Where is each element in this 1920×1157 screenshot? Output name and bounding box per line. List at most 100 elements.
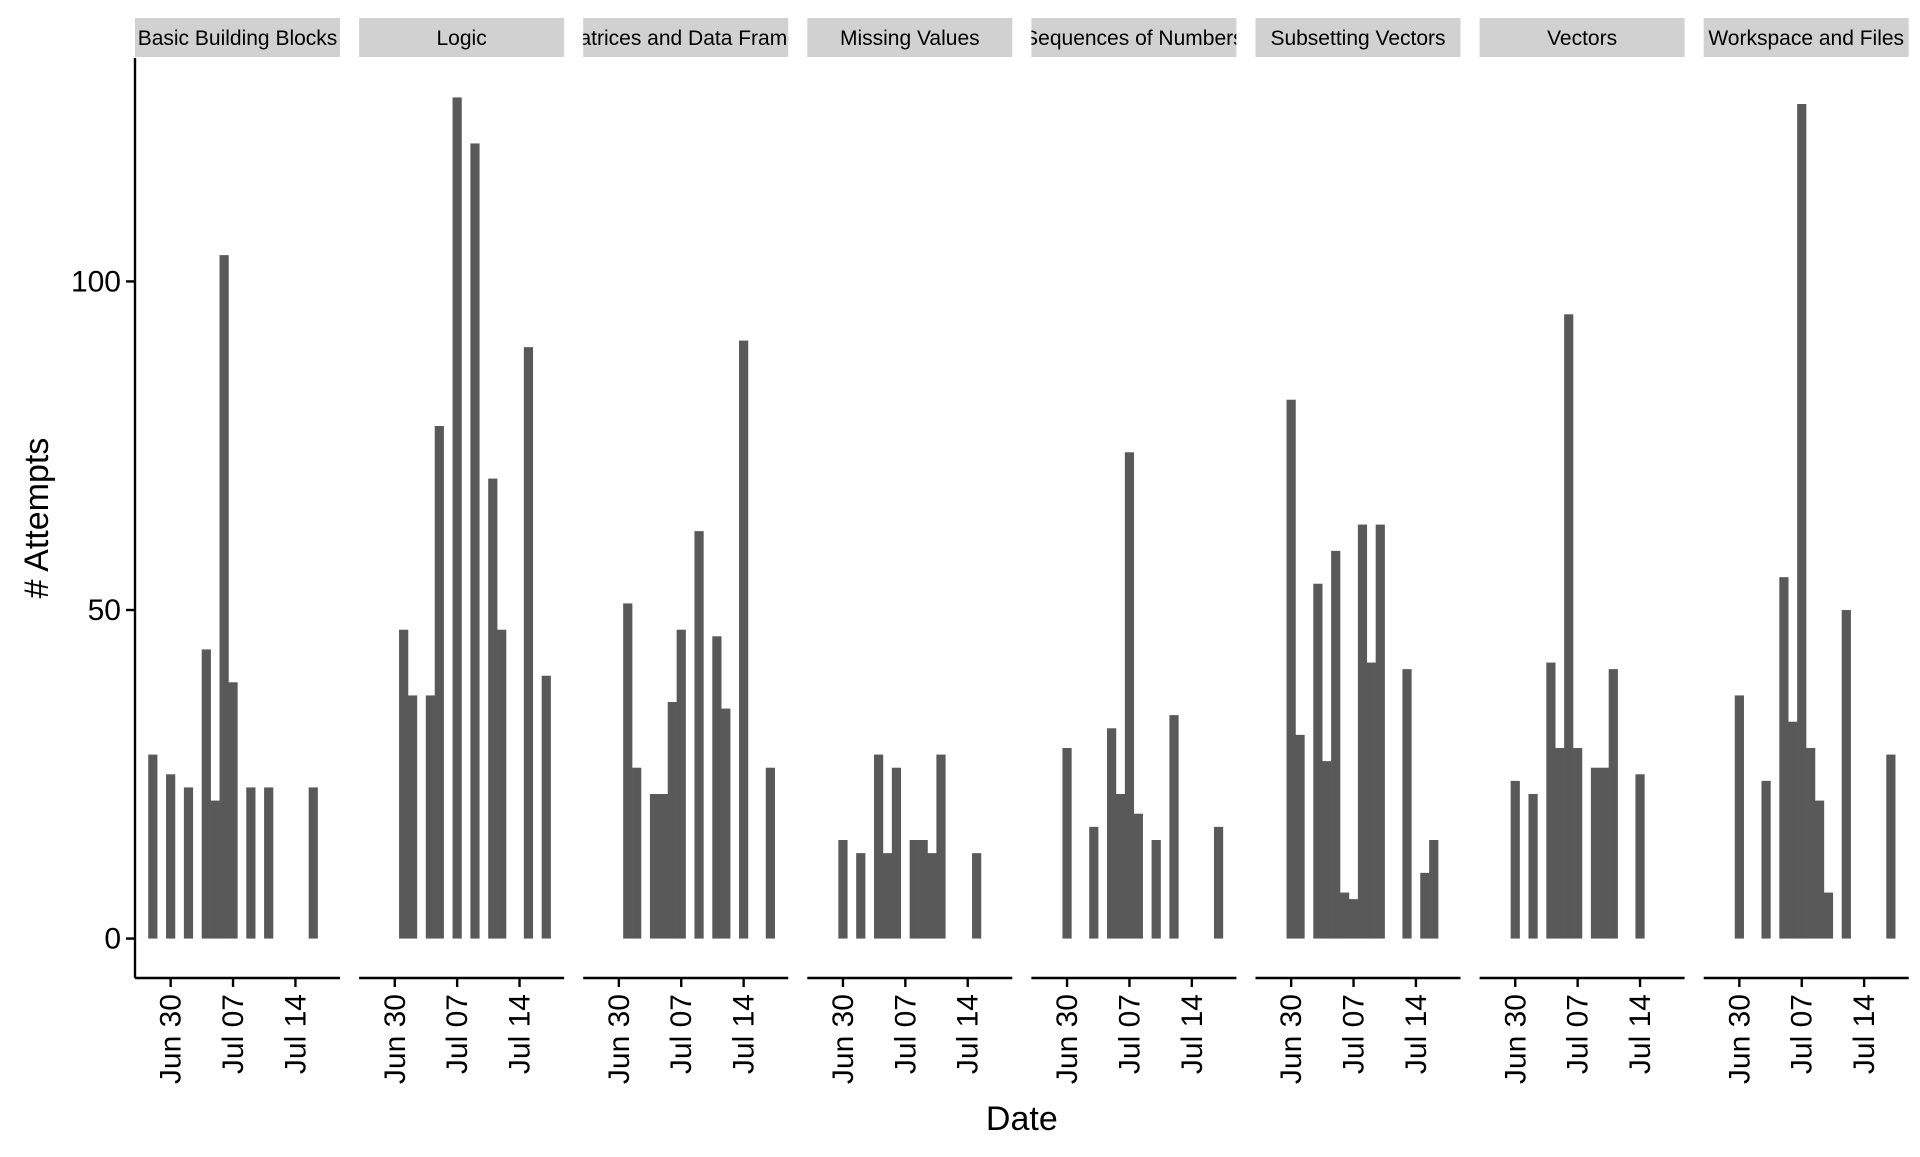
bar (856, 853, 866, 939)
bar (1322, 761, 1332, 939)
bar (891, 767, 902, 939)
bar (1420, 872, 1430, 939)
x-tick-label: Jun 30 (1723, 994, 1756, 1084)
bar (1213, 826, 1224, 939)
facet-strip (1031, 18, 1237, 57)
bar (972, 853, 982, 939)
facet-strip (807, 18, 1013, 57)
bar (219, 255, 229, 939)
x-tick-label: Jul 14 (279, 994, 312, 1074)
bar (927, 853, 937, 939)
bar (1331, 550, 1341, 939)
x-tick-label: Jul 07 (1786, 994, 1819, 1074)
x-tick-label: Jun 30 (1499, 994, 1532, 1084)
bar (541, 675, 551, 939)
bar (1366, 662, 1376, 939)
bar (739, 340, 749, 939)
x-tick-label: Jul 14 (952, 994, 985, 1074)
facet-strip (1479, 18, 1685, 57)
bar (1734, 695, 1744, 939)
bar (1599, 767, 1609, 939)
bar (1510, 780, 1520, 939)
facet-strip-label: Basic Building Blocks (138, 27, 338, 50)
bar (1348, 899, 1359, 939)
bar (1402, 669, 1412, 939)
x-tick-label: Jun 30 (155, 994, 188, 1084)
bar (1546, 662, 1556, 939)
bar (1375, 524, 1385, 939)
facet-strip (583, 18, 789, 57)
bar (148, 754, 158, 939)
y-tick-label: 100 (71, 265, 121, 298)
facet-strip-label: Logic (436, 27, 486, 50)
x-tick-label: Jul 14 (1176, 994, 1209, 1074)
bar (1357, 524, 1368, 939)
x-tick-label: Jul 14 (1400, 994, 1433, 1074)
bar (623, 603, 633, 939)
bar (1814, 800, 1825, 939)
bar (1340, 892, 1350, 939)
bar (874, 754, 884, 939)
x-tick-label: Jun 30 (603, 994, 636, 1084)
bar (632, 767, 642, 939)
bar (434, 426, 444, 939)
bar (1761, 780, 1771, 939)
bar (166, 774, 176, 939)
bar (1062, 748, 1072, 939)
bar (1429, 840, 1439, 939)
bar (264, 787, 274, 939)
bar (882, 853, 893, 939)
bar (1806, 748, 1816, 939)
bar (228, 682, 238, 939)
x-tick-label: Jul 07 (217, 994, 250, 1074)
y-tick-label: 50 (88, 594, 121, 627)
bar (399, 629, 409, 939)
bar (1590, 767, 1601, 939)
bar (1608, 669, 1618, 939)
x-tick-label: Jul 14 (1848, 994, 1881, 1074)
bar (210, 800, 220, 939)
bar (676, 629, 686, 939)
facet-strip-label: Sequences of Numbers (1024, 27, 1243, 50)
x-tick-label: Jul 07 (1113, 994, 1146, 1074)
bar (1564, 314, 1574, 939)
x-axis-title: Date (986, 1100, 1058, 1138)
bar (1555, 748, 1565, 939)
x-tick-label: Jul 07 (1338, 994, 1371, 1074)
bar (425, 695, 436, 939)
facet-strip (1703, 18, 1909, 57)
bar (1779, 577, 1789, 939)
bar (246, 787, 256, 939)
bar (1115, 794, 1126, 939)
bar (1124, 452, 1135, 939)
bar (1635, 774, 1645, 939)
bar (694, 531, 704, 939)
bar (1797, 104, 1807, 939)
x-tick-label: Jul 07 (441, 994, 474, 1074)
bar (1841, 610, 1851, 939)
bar (470, 143, 480, 939)
bar (721, 708, 731, 939)
bar (936, 754, 946, 939)
x-tick-label: Jun 30 (1275, 994, 1308, 1084)
bar (1573, 748, 1583, 939)
x-tick-label: Jul 14 (504, 994, 537, 1074)
bar (183, 787, 194, 939)
facet-strip (135, 18, 340, 57)
bar (1107, 728, 1117, 939)
bar (497, 629, 507, 939)
facet-strip-label: Matrices and Data Frames (562, 27, 809, 50)
bar (1886, 754, 1896, 939)
y-axis-title: # Attempts (18, 438, 56, 599)
bar (1788, 721, 1798, 939)
bar (658, 794, 669, 939)
x-tick-label: Jun 30 (827, 994, 860, 1084)
x-tick-label: Jul 07 (889, 994, 922, 1074)
bar (649, 794, 660, 939)
bar (523, 347, 534, 939)
facet-strip-label: Subsetting Vectors (1270, 27, 1445, 50)
bar (667, 702, 677, 939)
bar (407, 695, 418, 939)
x-tick-label: Jul 14 (728, 994, 761, 1074)
